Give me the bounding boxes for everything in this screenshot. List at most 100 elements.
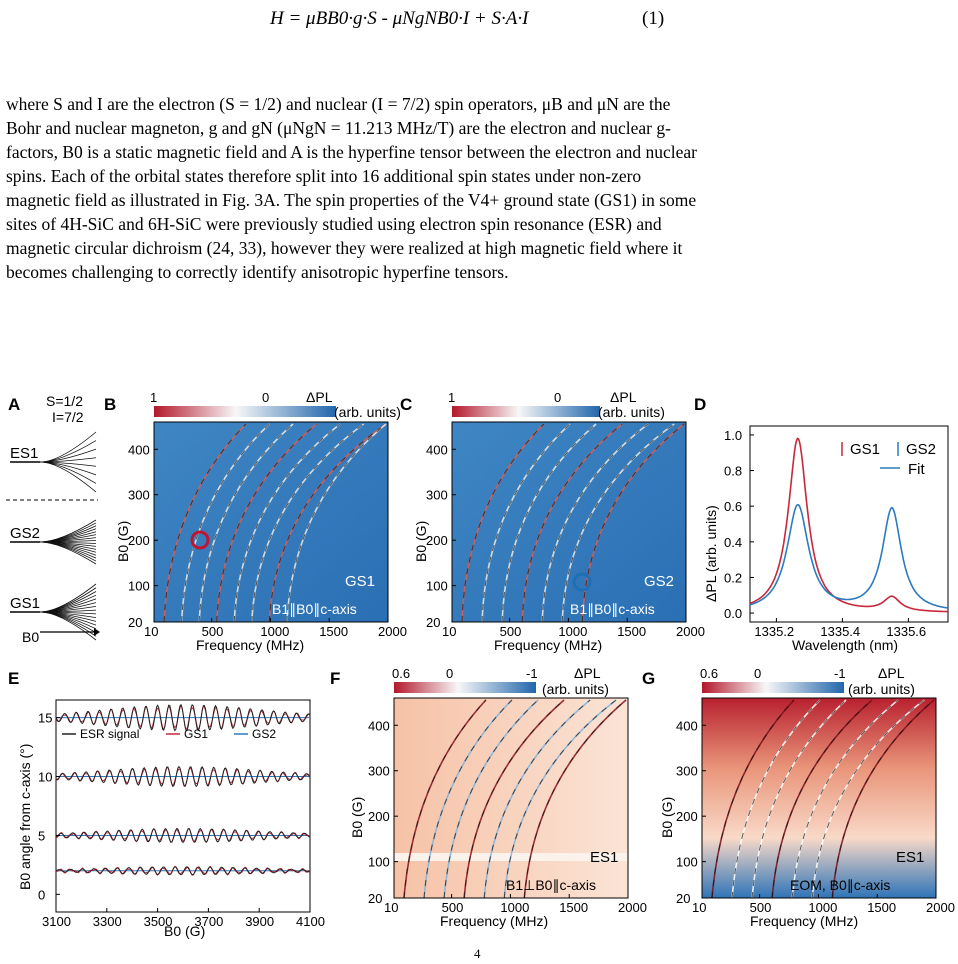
plot-frame xyxy=(153,421,389,623)
y-tick-label: 200 xyxy=(368,809,390,824)
y-tick-label: 20 xyxy=(676,891,690,906)
x-tick-label: 1335.2 xyxy=(754,624,794,639)
simulation-line xyxy=(233,423,341,623)
simulation-line xyxy=(731,699,821,899)
panel-label: D xyxy=(694,395,706,414)
plot-frame xyxy=(393,697,629,899)
heatmap-lines xyxy=(163,423,387,623)
axes: 10 500 1000 1500 2000 20 100 200 300 400 xyxy=(426,421,705,639)
simulation-line xyxy=(581,423,685,623)
simulation-line xyxy=(483,699,591,899)
condition-label: B1∥B0∥c-axis xyxy=(570,601,655,617)
x-tick-label: 10 xyxy=(384,900,398,915)
paragraph-line: spins. Each of the orbital states theref… xyxy=(6,166,642,186)
y-tick-label: 400 xyxy=(128,442,150,457)
simulation-line xyxy=(521,423,623,623)
x-tick-label: 1000 xyxy=(558,624,587,639)
panel-c: C 1 0 ΔPL (arb. units) GS2 B1∥B0∥c-axis … xyxy=(400,389,705,653)
gs2-fit-curve xyxy=(749,503,949,609)
cbar-max: 0.6 xyxy=(700,666,718,681)
arrow-head-icon xyxy=(94,628,100,636)
cbar-title: ΔPL xyxy=(610,389,637,405)
x-tick-label: 1500 xyxy=(867,900,896,915)
fan-line xyxy=(39,448,97,463)
y-tick-label: 400 xyxy=(426,442,448,457)
esr-trace xyxy=(55,866,311,876)
y-tick-label: 20 xyxy=(368,891,382,906)
cbar-title: ΔPL xyxy=(306,389,333,405)
plot-frame xyxy=(749,425,949,623)
simulation-line xyxy=(181,423,270,623)
fan-line xyxy=(39,587,97,613)
cbar-min: -1 xyxy=(526,666,538,681)
panel-label: F xyxy=(330,669,340,688)
cbar-title: ΔPL xyxy=(878,665,905,681)
x-tick-label: 1335.6 xyxy=(886,624,926,639)
simulation-line xyxy=(461,423,545,623)
legend-gs2: GS2 xyxy=(906,441,936,458)
simulation-line xyxy=(791,699,899,899)
x-axis-title: B0 (G) xyxy=(164,923,205,939)
simulation-line xyxy=(541,423,649,623)
esr-traces xyxy=(55,703,311,876)
equation-expression: H = μBB0·g·S - μNgNB0·I + S·A·I xyxy=(270,8,529,29)
simulation-line xyxy=(561,423,675,623)
simulation-line xyxy=(163,423,247,623)
y-axis-title: ΔPL (arb. units) xyxy=(703,505,719,602)
condition-label: B1⊥B0∥c-axis xyxy=(506,877,596,893)
simulation-line xyxy=(463,699,565,899)
heatmap-bg xyxy=(154,422,388,622)
x-tick-label: 3300 xyxy=(93,914,122,929)
x-axis-title: Wavelength (nm) xyxy=(792,637,898,653)
plot-frame xyxy=(55,699,311,913)
y-tick-label: 10 xyxy=(38,770,52,785)
cbar-min: -1 xyxy=(834,666,846,681)
x-tick-label: 500 xyxy=(442,900,464,915)
y-tick-label: 20 xyxy=(128,615,142,630)
fan-line xyxy=(39,611,97,630)
paragraph-line: magnetic field as illustrated in Fig. 3A… xyxy=(6,190,697,210)
x-tick-label: 1500 xyxy=(319,624,348,639)
fan-line xyxy=(39,611,97,637)
simulation-line xyxy=(251,423,364,623)
panel-g: G 0.6 0 -1 ΔPL (arb. units) ES1 EOM, B0∥… xyxy=(642,665,955,929)
paragraph-line: where S and I are the electron (S = 1/2)… xyxy=(6,94,671,114)
nuclear-spin-label: I=7/2 xyxy=(52,409,84,425)
axis-b0-label: B0 xyxy=(22,629,39,645)
legend: GS1 GS2 Fit xyxy=(841,441,936,478)
cbar-mid: 0 xyxy=(754,666,761,681)
legend-esr: ESR signal xyxy=(80,727,139,741)
fan-line xyxy=(39,594,97,613)
y-tick-label: 100 xyxy=(426,579,448,594)
x-tick-label: 1000 xyxy=(260,624,289,639)
paragraph-line: Bohr and nuclear magneton, g and gN (μNg… xyxy=(6,118,671,138)
x-tick-label: 500 xyxy=(750,900,772,915)
y-tick-label: 300 xyxy=(426,488,448,503)
simulation-line xyxy=(268,423,387,623)
panel-f: F 0.6 0 -1 ΔPL (arb. units) ES1 B1⊥B0∥c-… xyxy=(330,665,647,929)
x-tick-label: 2000 xyxy=(676,624,705,639)
equation-number: (1) xyxy=(642,8,665,29)
y-tick-label: 400 xyxy=(368,718,390,733)
page-number: 4 xyxy=(474,946,481,961)
equation-1: H = μBB0·g·S - μNgNB0·I + S·A·I (1) xyxy=(0,0,958,40)
simulation-line xyxy=(216,423,317,623)
level-es1: ES1 xyxy=(10,445,38,462)
x-tick-label: 3500 xyxy=(144,914,173,929)
cbar-units: (arb. units) xyxy=(848,681,915,697)
panel-label: G xyxy=(642,669,655,688)
fan-line xyxy=(39,461,97,493)
paragraph-line: factors, B0 is a static magnetic field a… xyxy=(6,142,698,162)
legend-gs2: GS2 xyxy=(252,727,276,741)
simulation-line xyxy=(501,423,597,623)
level-gs2: GS2 xyxy=(10,525,40,542)
simulation-line xyxy=(423,699,513,899)
x-tick-label: 10 xyxy=(144,624,158,639)
y-tick-label: 1.0 xyxy=(724,428,742,443)
simulation-line xyxy=(523,699,627,899)
fan-line xyxy=(39,541,97,565)
state-tag: ES1 xyxy=(590,849,618,866)
y-tick-label: 20 xyxy=(426,615,440,630)
simulation-line xyxy=(771,699,873,899)
heatmap-bg xyxy=(452,422,686,622)
